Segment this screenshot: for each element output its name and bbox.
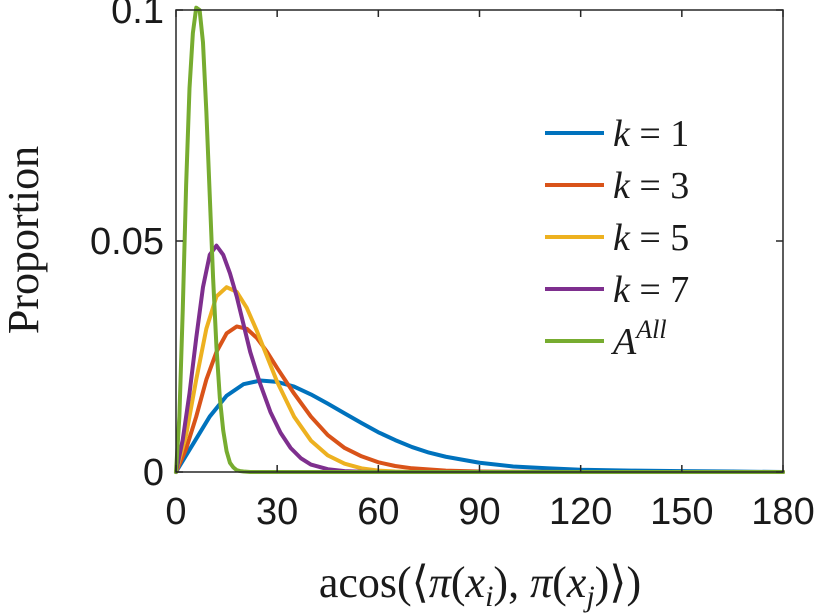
x-axis-label: acos(⟨π(xi), π(xj)⟩) bbox=[319, 558, 641, 613]
series-line-1 bbox=[174, 378, 785, 474]
y-tick-label: 0.1 bbox=[111, 0, 164, 32]
y-tick-label: 0 bbox=[143, 452, 164, 494]
y-tick-label: 0.05 bbox=[90, 221, 164, 263]
x-tick-label: 30 bbox=[256, 491, 298, 533]
legend-label-3: k = 5 bbox=[613, 217, 689, 259]
legend-label-1: k = 1 bbox=[613, 113, 689, 155]
y-axis-label: Proportion bbox=[0, 146, 48, 334]
x-tick-label: 180 bbox=[751, 491, 814, 533]
legend-label-5: AAll bbox=[610, 315, 667, 363]
x-tick-label: 0 bbox=[165, 491, 186, 533]
ticks-layer: 0 30 60 90 120 150 180 0 0.05 0.1 bbox=[90, 0, 815, 533]
legend-label-2: k = 3 bbox=[613, 165, 689, 207]
x-tick-label: 90 bbox=[458, 491, 500, 533]
x-tick-label: 60 bbox=[357, 491, 399, 533]
series-layer bbox=[174, 5, 785, 474]
x-tick-label: 150 bbox=[650, 491, 713, 533]
legend-label-4: k = 7 bbox=[613, 269, 689, 311]
x-tick-label: 120 bbox=[549, 491, 612, 533]
